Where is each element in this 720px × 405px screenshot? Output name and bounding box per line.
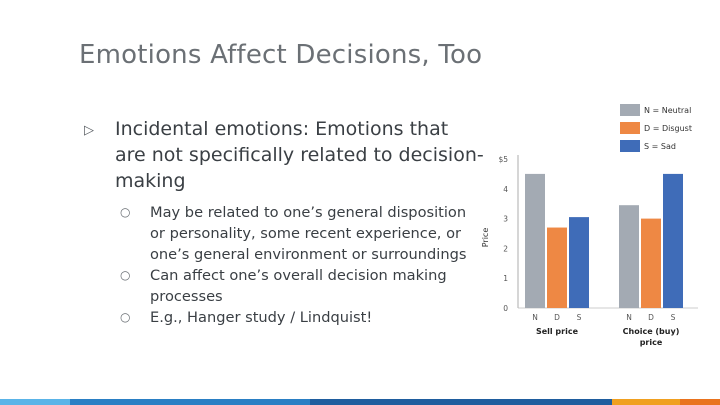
footer-segment: [0, 399, 70, 405]
sub-bullet-text: E.g., Hanger study / Lindquist!: [150, 309, 373, 326]
y-tick-label: 2: [503, 244, 508, 253]
footer-segment: [310, 399, 612, 405]
main-bullet-text: Incidental emotions: Emotions that are n…: [115, 118, 484, 192]
main-bullet: ▷ Incidental emotions: Emotions that are…: [84, 116, 484, 194]
legend-swatch: [620, 104, 640, 116]
footer-segment: [612, 399, 680, 405]
circle-bullet-icon: ○: [120, 310, 131, 324]
bar: [663, 173, 683, 308]
y-tick-label: 0: [503, 304, 508, 313]
bar-letter-label: D: [648, 313, 654, 322]
group-label: price: [640, 338, 663, 347]
bar-letter-label: N: [626, 313, 632, 322]
y-tick-label: 1: [503, 274, 508, 283]
y-tick-label: 4: [503, 185, 508, 194]
sub-bullet-list: ○ May be related to one’s general dispos…: [84, 202, 484, 328]
legend-label: S = Sad: [644, 142, 676, 151]
group-label: Sell price: [536, 327, 579, 336]
bar: [547, 227, 567, 308]
footer-color-bar: [0, 399, 720, 405]
slide-title: Emotions Affect Decisions, Too: [79, 40, 483, 70]
y-tick-label: 3: [503, 215, 508, 224]
bar-letter-label: N: [532, 313, 538, 322]
bar: [569, 217, 589, 308]
legend-swatch: [620, 122, 640, 134]
sub-bullet: ○ Can affect one’s overall decision maki…: [120, 265, 484, 307]
legend-label: N = Neutral: [644, 106, 691, 115]
bar-chart: N = Neutral D = Disgust S = Sad 0 1 2 3 4 $5 Pric…: [481, 104, 698, 347]
sub-bullet: ○ E.g., Hanger study / Lindquist!: [120, 307, 484, 328]
bullet-list: ▷ Incidental emotions: Emotions that are…: [84, 116, 484, 328]
y-axis-label: Price: [481, 228, 490, 248]
circle-bullet-icon: ○: [120, 268, 131, 282]
bar: [619, 205, 639, 308]
footer-segment: [680, 399, 720, 405]
y-tick-label: $5: [498, 155, 508, 164]
legend-label: D = Disgust: [644, 124, 692, 133]
sub-bullet-text: May be related to one’s general disposit…: [150, 204, 467, 263]
legend-swatch: [620, 140, 640, 152]
triangle-bullet-icon: ▷: [84, 123, 94, 138]
bar: [641, 218, 661, 308]
bar-letter-label: S: [671, 313, 676, 322]
sub-bullet-text: Can affect one’s overall decision making…: [150, 267, 447, 305]
circle-bullet-icon: ○: [120, 205, 131, 219]
bar: [525, 173, 545, 308]
group-label: Choice (buy): [623, 327, 680, 336]
sub-bullet: ○ May be related to one’s general dispos…: [120, 202, 484, 265]
bar-letter-label: D: [554, 313, 560, 322]
footer-segment: [70, 399, 310, 405]
bar-letter-label: S: [577, 313, 582, 322]
